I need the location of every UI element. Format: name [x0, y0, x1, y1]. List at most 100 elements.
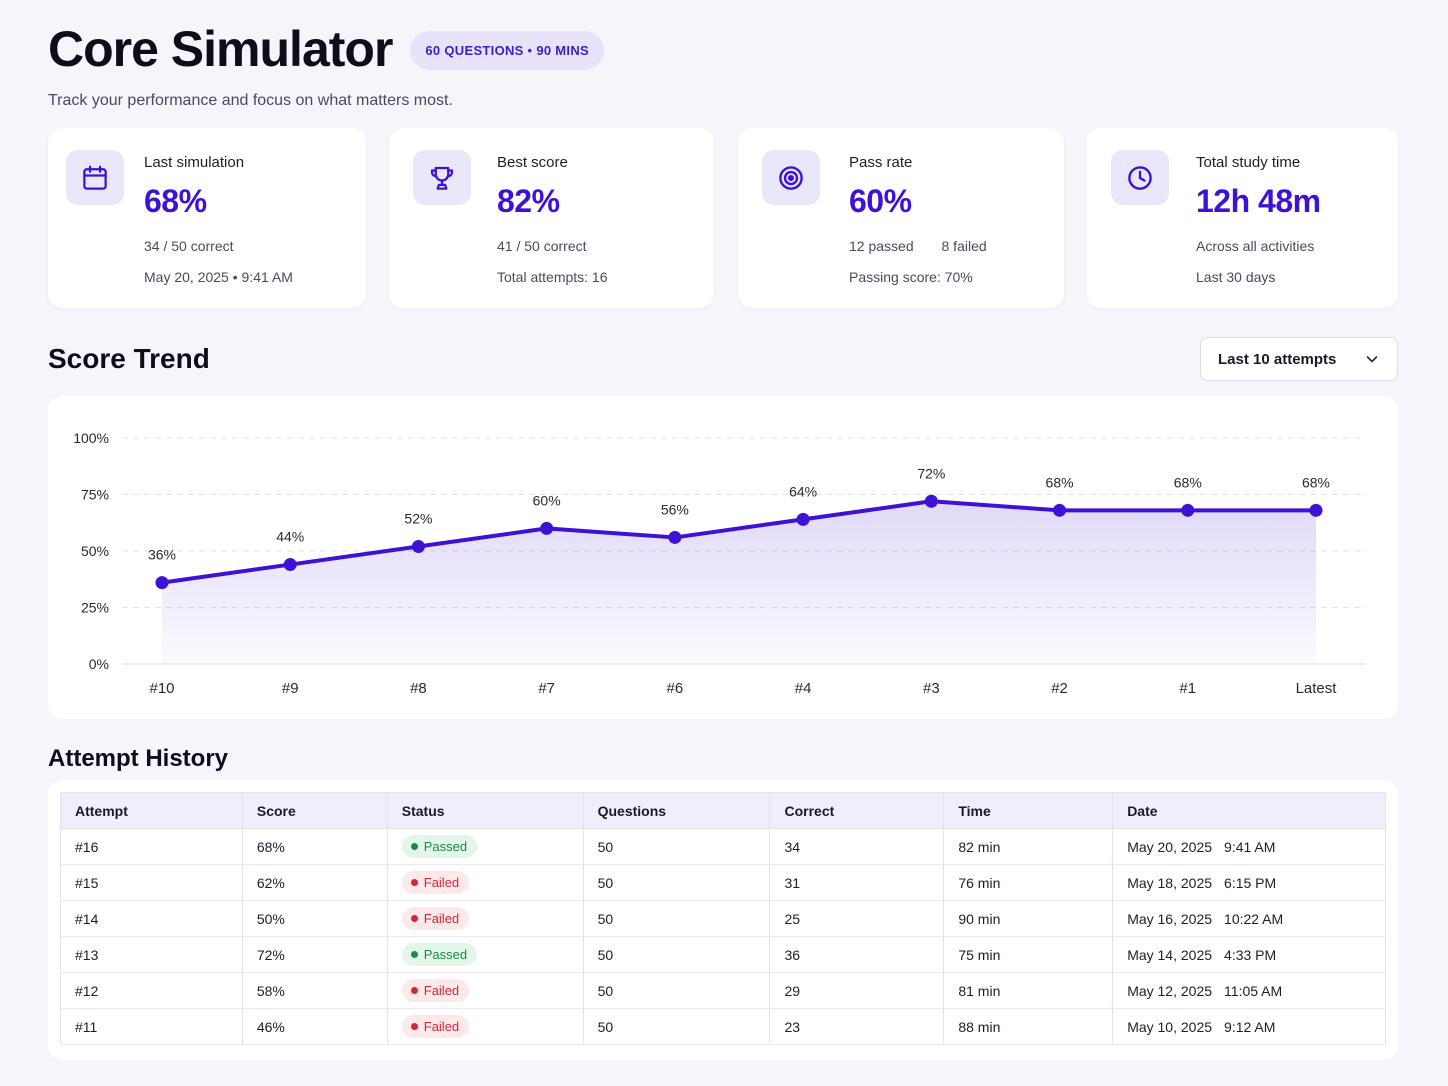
- date-value: May 10, 2025: [1127, 1018, 1213, 1035]
- column-header[interactable]: Questions: [583, 792, 771, 829]
- table-row[interactable]: #14 50% Failed 50 25 90 min May 16, 2025 10:22 …: [60, 900, 1386, 937]
- time-value: 11:05 AM: [1224, 982, 1283, 999]
- data-point: [283, 558, 297, 572]
- y-tick-label: 0%: [89, 656, 109, 672]
- date-value: May 18, 2025: [1127, 874, 1213, 891]
- card-detail: Across all activities: [1196, 238, 1315, 254]
- dropdown-label: Last 10 attempts: [1218, 350, 1337, 368]
- card-detail-secondary: Total attempts: 16: [497, 269, 608, 285]
- data-point: [1309, 503, 1323, 517]
- table-row[interactable]: #11 46% Failed 50 23 88 min May 10, 2025 9:12 A…: [60, 1008, 1386, 1045]
- card-value: 12h 48m: [1196, 183, 1321, 219]
- card-detail: 41 / 50 correct: [497, 238, 587, 254]
- data-point: [1181, 503, 1195, 517]
- status-dot: [410, 879, 418, 886]
- column-header[interactable]: Score: [242, 792, 388, 829]
- column-header[interactable]: Time: [943, 792, 1114, 829]
- card-pass-rate: Pass rate 60% 12 passed 8 failed Passing…: [738, 128, 1064, 308]
- date-cell: May 18, 2025 6:15 PM: [1112, 864, 1386, 901]
- data-label: 68%: [1302, 474, 1330, 490]
- correct-cell: 25: [769, 900, 945, 937]
- x-tick-label: #7: [538, 680, 555, 697]
- data-point: [924, 494, 938, 508]
- time-cell: 75 min: [943, 936, 1114, 973]
- time-value: 9:12 AM: [1224, 1018, 1276, 1035]
- status-label: Passed: [423, 947, 468, 962]
- date-value: May 14, 2025: [1127, 946, 1213, 963]
- data-label: 52%: [404, 510, 432, 526]
- score-trend-title: Score Trend: [48, 343, 210, 374]
- x-tick-label: #9: [282, 680, 299, 697]
- data-point: [540, 521, 554, 535]
- time-value: 6:15 PM: [1224, 874, 1277, 891]
- attempt-cell: #14: [60, 900, 243, 937]
- card-detail: 34 / 50 correct: [144, 238, 234, 254]
- card-value: 82%: [497, 183, 560, 219]
- table-row[interactable]: #12 58% Failed 50 29 81 min May 12, 2025 11:05 …: [60, 972, 1386, 1009]
- table-row[interactable]: #13 72% Passed 50 36 75 min May 14, 2025 4:33 P…: [60, 936, 1386, 973]
- status-cell: Passed: [387, 936, 584, 973]
- page-subtitle: Track your performance and focus on what…: [48, 92, 453, 109]
- data-label: 44%: [276, 529, 304, 545]
- status-cell: Failed: [387, 864, 584, 901]
- data-label: 72%: [917, 465, 945, 481]
- target-icon: [762, 150, 820, 205]
- status-badge: Failed: [401, 907, 470, 930]
- data-label: 68%: [1046, 474, 1074, 490]
- time-cell: 82 min: [943, 828, 1114, 865]
- questions-cell: 50: [583, 900, 771, 937]
- score-cell: 58%: [242, 972, 388, 1009]
- questions-cell: 50: [583, 828, 771, 865]
- x-tick-label: #1: [1179, 680, 1196, 697]
- table-row[interactable]: #16 68% Passed 50 34 82 min May 20, 2025 9:41 A…: [60, 828, 1386, 865]
- time-value: 10:22 AM: [1224, 910, 1284, 927]
- data-point: [411, 539, 425, 553]
- card-detail-secondary: Passing score: 70%: [849, 269, 973, 285]
- column-header[interactable]: Status: [387, 792, 584, 829]
- attempt-history-title: Attempt History: [48, 745, 229, 772]
- data-label: 56%: [661, 501, 689, 517]
- correct-cell: 36: [769, 936, 945, 973]
- x-tick-label: Latest: [1296, 680, 1338, 697]
- table-row[interactable]: #15 62% Failed 50 31 76 min May 18, 2025 6:15 P…: [60, 864, 1386, 901]
- status-label: Failed: [423, 983, 460, 998]
- attempt-cell: #15: [60, 864, 243, 901]
- correct-cell: 29: [769, 972, 945, 1009]
- status-cell: Failed: [387, 900, 584, 937]
- x-tick-label: #10: [149, 680, 174, 697]
- status-label: Failed: [423, 911, 460, 926]
- card-detail-secondary: Last 30 days: [1196, 269, 1276, 285]
- trend-line: [160, 499, 1318, 585]
- attempt-cell: #12: [60, 972, 243, 1009]
- date-cell: May 16, 2025 10:22 AM: [1112, 900, 1386, 937]
- page-title: Core Simulator: [48, 21, 393, 77]
- column-header[interactable]: Correct: [769, 792, 945, 829]
- correct-cell: 31: [769, 864, 945, 901]
- date-value: May 16, 2025: [1127, 910, 1213, 927]
- table-header-row: Attempt Score Status Questions Correct T…: [60, 792, 1386, 829]
- x-tick-label: #4: [795, 680, 812, 697]
- data-label: 64%: [789, 483, 817, 499]
- card-total-study-time: Total study time 12h 48m Across all acti…: [1086, 128, 1398, 308]
- passed-count: 12 passed: [849, 238, 914, 254]
- data-label: 60%: [533, 492, 561, 508]
- correct-cell: 34: [769, 828, 945, 865]
- attempts-range-dropdown[interactable]: Last 10 attempts: [1200, 337, 1398, 381]
- column-header[interactable]: Date: [1112, 792, 1386, 829]
- card-value: 68%: [144, 183, 207, 219]
- failed-count: 8 failed: [941, 238, 987, 254]
- attempt-history-table: Attempt Score Status Questions Correct T…: [60, 792, 1386, 1045]
- column-header[interactable]: Attempt: [60, 792, 243, 829]
- card-detail-secondary: May 20, 2025 • 9:41 AM: [144, 269, 293, 285]
- status-dot: [410, 951, 418, 958]
- page-header: Core Simulator 60 QUESTIONS • 90 MINS Tr…: [48, 20, 1400, 110]
- status-badge: Passed: [401, 835, 478, 858]
- score-trend-chart: 0% 25% 50% 75% 100% 36% #10 44% #9 52% #8 60% #7 56% #…: [48, 396, 1398, 719]
- x-tick-label: #3: [923, 680, 940, 697]
- data-label: 68%: [1174, 474, 1202, 490]
- y-tick-label: 50%: [81, 543, 109, 559]
- attempt-cell: #11: [60, 1008, 243, 1045]
- time-cell: 81 min: [943, 972, 1114, 1009]
- x-tick-label: #8: [410, 680, 427, 697]
- data-label: 36%: [148, 547, 176, 563]
